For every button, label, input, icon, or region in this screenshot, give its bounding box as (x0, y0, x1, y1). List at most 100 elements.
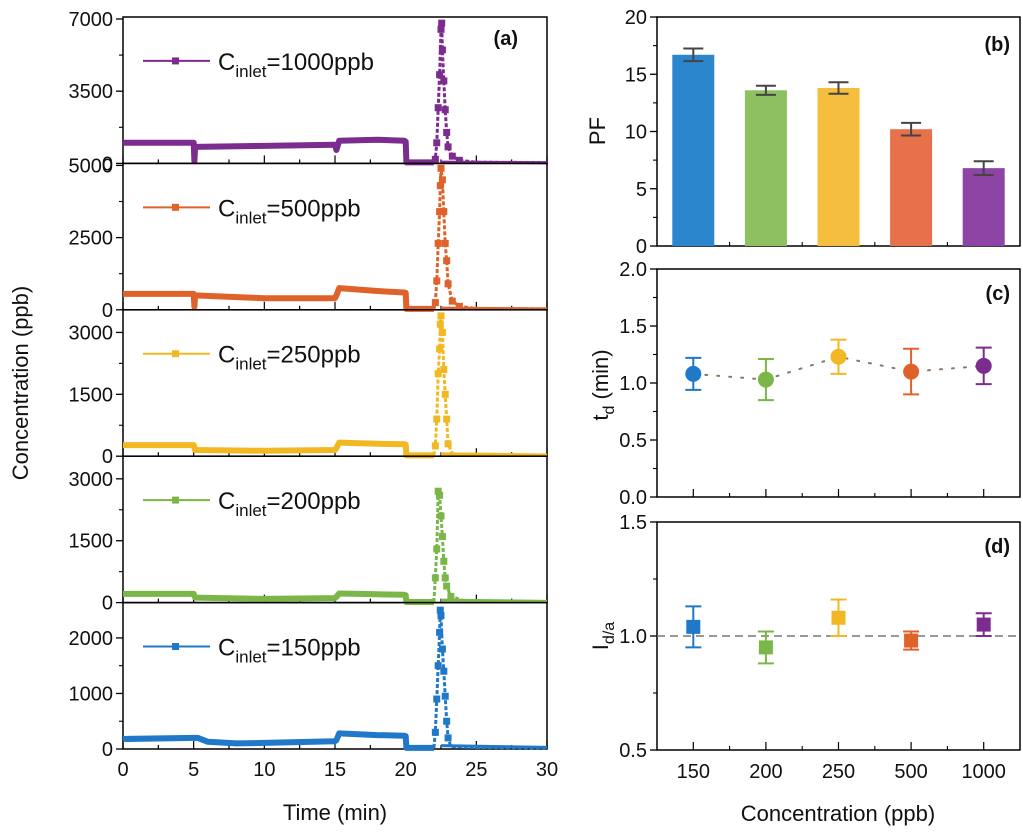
y-tick-label: 0 (102, 739, 113, 761)
series-baseline-line (122, 730, 434, 751)
x-tick-label: 25 (465, 759, 487, 781)
data-point-1000 (976, 617, 991, 632)
data-point (437, 612, 445, 620)
panel-c-td-scatter: 0.0 0.5 1.0 1.5 2.0 (c) td (min) (588, 259, 1021, 509)
y-tick-label: 1.5 (619, 512, 647, 534)
panel-tag-d: (d) (984, 536, 1010, 558)
data-point (441, 574, 449, 582)
data-point (440, 208, 448, 216)
data-point (433, 545, 441, 553)
y-tick-label: 0.5 (619, 430, 647, 452)
y-tick-label: 7000 (69, 9, 114, 31)
x-axis-title: Time (min) (283, 800, 387, 825)
legend-label: Cinlet=150ppb (218, 635, 361, 667)
series-peak-line (432, 168, 548, 311)
data-point (444, 143, 452, 151)
data-point (437, 25, 445, 33)
data-point (436, 208, 444, 216)
data-point (443, 415, 451, 423)
y-tick-label: 3000 (69, 469, 114, 491)
x-tick-label: 30 (536, 759, 558, 781)
x-axis-title: Concentration (ppb) (741, 801, 935, 826)
data-point (455, 156, 463, 164)
bar-500 (890, 129, 933, 246)
subpanel-c-inlet-500ppb: 0 2500 5000 Cinlet=500ppb (69, 155, 548, 322)
data-point-500 (904, 633, 919, 648)
legend-label: Cinlet=500ppb (218, 195, 361, 227)
data-point (434, 104, 442, 112)
data-point (431, 728, 439, 736)
panel-d-ida-scatter: 0.5 1.0 1.5 (d) Id/a 150 200 250 500 1000 Concentr… (588, 512, 1021, 826)
data-point-200 (758, 640, 773, 655)
series-tail-line (440, 452, 548, 457)
data-point (447, 592, 455, 600)
y-axis-title: Concentration (ppb) (8, 286, 33, 480)
data-point (455, 302, 463, 310)
data-point (438, 19, 446, 27)
panel-tag-c: (c) (986, 283, 1010, 305)
subpanel-c-inlet-250ppb: 0 1500 3000 Cinlet=250ppb (69, 309, 548, 468)
y-tick-label: 0 (102, 446, 113, 468)
axes-frame (122, 309, 548, 457)
bar-250 (817, 87, 860, 247)
x-tick-label: 5 (188, 759, 199, 781)
data-point (443, 257, 451, 265)
panel-b-pf-bar-chart: 0 5 10 15 20 (b) PF (585, 7, 1021, 258)
data-point (436, 628, 444, 636)
y-tick-label: 1000 (69, 683, 114, 705)
data-point (441, 239, 449, 247)
y-tick-label: 0 (102, 300, 113, 322)
data-point-250 (831, 610, 846, 625)
series-tail-line (440, 306, 548, 311)
data-point (438, 533, 446, 541)
data-point (444, 280, 452, 288)
series-tail-line (440, 744, 548, 749)
data-point (437, 312, 445, 320)
data-point (436, 606, 444, 614)
series-peak-line (432, 22, 548, 165)
x-tick-label: 150 (677, 761, 710, 783)
y-axis-title: td (min) (588, 349, 618, 420)
axes-frame (656, 268, 1021, 498)
data-point (443, 717, 451, 725)
legend-label: Cinlet=250ppb (218, 342, 361, 374)
data-point (438, 176, 446, 184)
subpanel-c-inlet-200ppb: 0 1500 3000 Cinlet=200ppb (69, 455, 548, 615)
y-tick-label: 0 (102, 593, 113, 615)
x-tick-label: 15 (324, 759, 346, 781)
y-tick-label: 2000 (69, 628, 114, 650)
x-tick-label: 20 (395, 759, 417, 781)
y-axis-title: PF (585, 117, 610, 145)
data-point-500 (903, 363, 920, 380)
data-point (440, 366, 448, 374)
y-tick-label: 1500 (69, 531, 114, 553)
data-point (443, 582, 451, 590)
connector-line (692, 355, 985, 381)
y-tick-label: 0 (102, 153, 113, 175)
series-peak-line (432, 610, 548, 750)
axes-frame (122, 162, 548, 311)
series-baseline-line (123, 590, 434, 605)
data-point (431, 299, 439, 307)
series-baseline-line (123, 439, 434, 459)
data-point (441, 692, 449, 700)
legend-label: Cinlet=1000ppb (218, 49, 374, 81)
y-tick-label: 15 (625, 64, 647, 86)
data-point (437, 512, 445, 520)
data-point-150 (686, 619, 701, 634)
x-tick-label: 250 (822, 761, 855, 783)
data-point (431, 155, 439, 163)
y-tick-label: 5 (636, 179, 647, 201)
series-baseline-line (123, 136, 434, 166)
y-tick-label: 20 (625, 7, 647, 29)
subpanel-c-inlet-1000ppb: 0 3500 7000 Cinlet=1000ppb (69, 9, 548, 175)
y-tick-label: 1.5 (619, 316, 647, 338)
data-point (436, 320, 444, 328)
panel-a-time-series: 035007000Cinlet=1000ppb025005000Cinlet=5… (8, 9, 558, 825)
data-point-1000 (975, 357, 992, 374)
data-point-150 (685, 365, 702, 382)
x-tick-label: 200 (749, 761, 782, 783)
data-point (448, 152, 456, 160)
panel-tag-b: (b) (984, 34, 1010, 56)
